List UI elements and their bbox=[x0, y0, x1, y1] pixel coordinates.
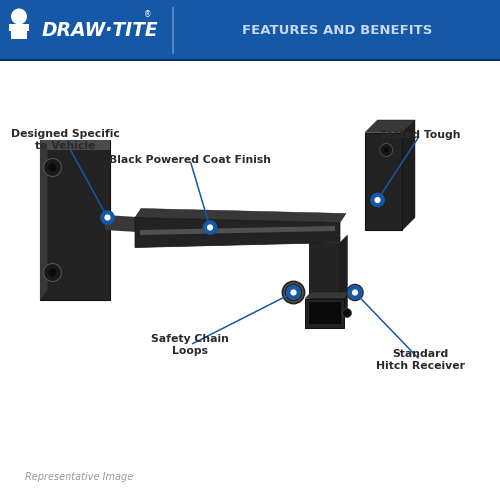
Circle shape bbox=[11, 8, 27, 24]
Polygon shape bbox=[105, 215, 145, 232]
Circle shape bbox=[374, 197, 380, 203]
Polygon shape bbox=[305, 292, 350, 298]
Text: Black Powered Coat Finish: Black Powered Coat Finish bbox=[109, 155, 271, 165]
Text: ®: ® bbox=[144, 10, 151, 20]
Circle shape bbox=[348, 286, 362, 299]
Circle shape bbox=[352, 290, 358, 296]
Circle shape bbox=[44, 158, 62, 176]
Circle shape bbox=[44, 264, 62, 281]
Circle shape bbox=[380, 144, 393, 156]
Polygon shape bbox=[40, 140, 110, 300]
Polygon shape bbox=[135, 218, 340, 248]
Polygon shape bbox=[40, 140, 110, 150]
Circle shape bbox=[48, 164, 56, 172]
Polygon shape bbox=[365, 120, 415, 132]
Text: Standard
Hitch Receiver: Standard Hitch Receiver bbox=[376, 349, 464, 371]
Circle shape bbox=[371, 194, 384, 206]
Circle shape bbox=[287, 286, 300, 299]
Bar bbox=[0, 0, 500, 60]
Bar bbox=[305, 298, 344, 328]
Polygon shape bbox=[365, 132, 403, 230]
Polygon shape bbox=[340, 235, 347, 320]
Polygon shape bbox=[140, 226, 335, 235]
Circle shape bbox=[290, 290, 296, 296]
Bar bbox=[308, 302, 340, 324]
Circle shape bbox=[104, 214, 110, 220]
Circle shape bbox=[204, 221, 216, 234]
Text: Designed Specific
to Vehicle: Designed Specific to Vehicle bbox=[10, 129, 120, 151]
Text: Safety Chain
Loops: Safety Chain Loops bbox=[151, 334, 229, 356]
Circle shape bbox=[384, 148, 389, 152]
Polygon shape bbox=[135, 208, 346, 222]
Polygon shape bbox=[40, 140, 48, 300]
Polygon shape bbox=[402, 120, 415, 230]
Bar bbox=[309, 242, 340, 320]
Bar bbox=[16, 16, 21, 24]
Bar bbox=[11, 30, 27, 38]
Bar bbox=[9, 24, 29, 31]
Circle shape bbox=[101, 211, 114, 224]
Bar bbox=[0, 60, 500, 500]
Text: Tested Tough: Tested Tough bbox=[380, 130, 460, 140]
Text: DRAW·TITE: DRAW·TITE bbox=[42, 20, 158, 40]
Circle shape bbox=[48, 268, 56, 276]
Text: FEATURES AND BENEFITS: FEATURES AND BENEFITS bbox=[242, 24, 432, 36]
Text: Representative Image: Representative Image bbox=[25, 472, 133, 482]
Circle shape bbox=[342, 308, 351, 318]
Circle shape bbox=[207, 224, 213, 230]
